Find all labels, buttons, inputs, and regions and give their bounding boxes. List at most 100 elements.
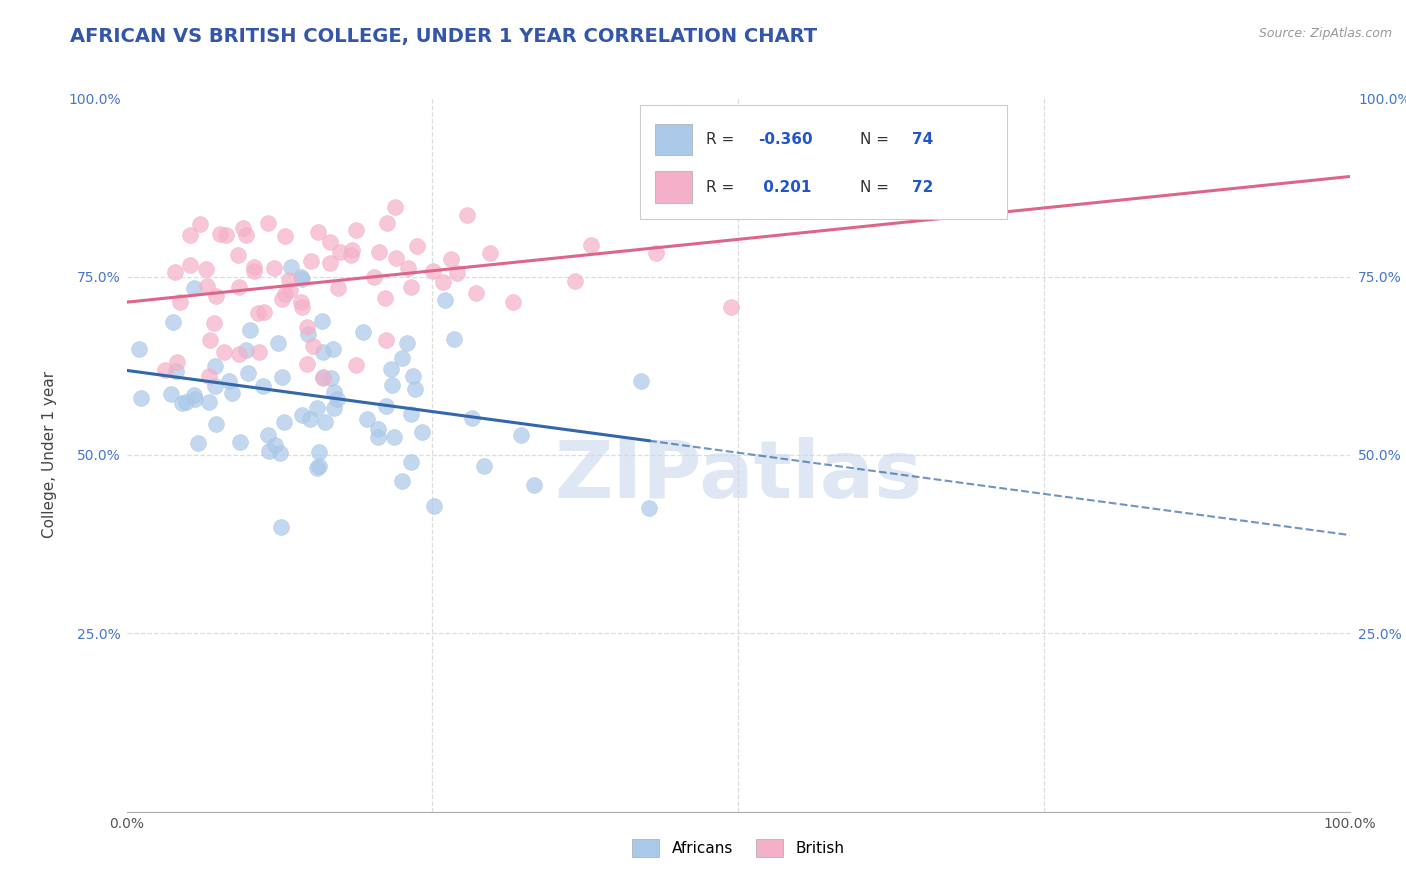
- Point: [352, 326, 374, 340]
- Point: [274, 287, 297, 301]
- Point: [257, 428, 280, 442]
- Point: [205, 289, 228, 303]
- Point: [502, 295, 524, 310]
- Point: [169, 295, 191, 310]
- Point: [305, 401, 328, 415]
- Point: [391, 351, 413, 365]
- Point: [291, 408, 314, 422]
- Point: [184, 392, 207, 406]
- Point: [308, 458, 330, 473]
- Point: [380, 361, 402, 376]
- Point: [204, 359, 226, 373]
- Point: [273, 415, 295, 429]
- Point: [200, 333, 222, 347]
- Point: [221, 385, 243, 400]
- Point: [165, 364, 187, 378]
- Point: [440, 252, 463, 267]
- Point: [155, 363, 177, 377]
- Text: 72: 72: [912, 180, 934, 195]
- Point: [813, 169, 835, 183]
- Point: [423, 499, 446, 513]
- Text: R =: R =: [706, 132, 734, 147]
- Point: [432, 275, 454, 289]
- Point: [510, 428, 533, 442]
- Point: [228, 280, 250, 294]
- Text: Source: ZipAtlas.com: Source: ZipAtlas.com: [1258, 27, 1392, 40]
- Point: [271, 292, 294, 306]
- Text: N =: N =: [860, 180, 890, 195]
- Point: [311, 344, 333, 359]
- Point: [252, 379, 274, 393]
- Point: [174, 395, 197, 409]
- Point: [183, 388, 205, 402]
- Point: [202, 316, 225, 330]
- Point: [344, 222, 367, 236]
- Point: [243, 264, 266, 278]
- Point: [340, 247, 363, 261]
- Point: [443, 333, 465, 347]
- Point: [456, 208, 478, 222]
- Point: [367, 430, 389, 444]
- Point: [363, 269, 385, 284]
- Point: [215, 227, 238, 242]
- Point: [433, 293, 456, 308]
- Point: [236, 366, 259, 380]
- Point: [299, 254, 322, 268]
- Text: N =: N =: [860, 132, 890, 147]
- Point: [247, 344, 270, 359]
- Point: [280, 260, 302, 274]
- Point: [579, 237, 602, 252]
- Point: [395, 336, 418, 351]
- Point: [290, 295, 312, 310]
- Point: [368, 244, 391, 259]
- Point: [290, 270, 312, 285]
- Point: [638, 501, 661, 516]
- Point: [340, 243, 363, 257]
- Point: [446, 266, 468, 280]
- Text: ZIPatlas: ZIPatlas: [554, 437, 922, 516]
- Point: [295, 357, 318, 371]
- Point: [314, 415, 336, 429]
- Point: [464, 286, 486, 301]
- Point: [384, 251, 406, 265]
- Point: [259, 444, 281, 458]
- Point: [406, 238, 429, 252]
- Legend: Africans, British: Africans, British: [624, 832, 852, 864]
- Point: [246, 305, 269, 319]
- Point: [356, 412, 378, 426]
- Point: [311, 314, 333, 328]
- Point: [239, 323, 262, 337]
- Point: [232, 221, 254, 235]
- Point: [277, 273, 299, 287]
- Point: [209, 227, 232, 242]
- Point: [299, 412, 322, 426]
- Point: [128, 343, 150, 357]
- Point: [269, 446, 291, 460]
- Point: [375, 216, 398, 230]
- Text: 0.201: 0.201: [758, 180, 811, 195]
- Point: [404, 382, 426, 396]
- Point: [228, 248, 250, 262]
- Point: [384, 201, 406, 215]
- Point: [194, 261, 217, 276]
- Point: [308, 445, 330, 459]
- Point: [165, 265, 187, 279]
- Point: [312, 370, 335, 384]
- Bar: [655, 171, 692, 203]
- Point: [242, 260, 264, 274]
- Point: [374, 291, 396, 305]
- Point: [266, 336, 288, 351]
- Point: [229, 434, 252, 449]
- FancyBboxPatch shape: [640, 105, 1007, 219]
- Point: [205, 417, 228, 431]
- Point: [172, 396, 194, 410]
- Point: [187, 435, 209, 450]
- Point: [401, 279, 423, 293]
- Point: [322, 343, 344, 357]
- Point: [399, 455, 422, 469]
- Point: [218, 374, 240, 388]
- Point: [179, 258, 201, 272]
- Point: [256, 216, 278, 230]
- Point: [129, 392, 152, 406]
- Text: -0.360: -0.360: [758, 132, 813, 147]
